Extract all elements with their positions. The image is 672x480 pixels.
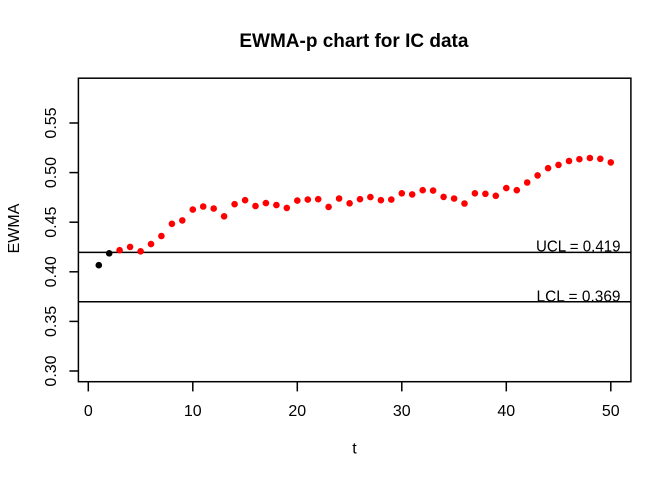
svg-text:LCL = 0.369: LCL = 0.369 <box>537 288 621 305</box>
svg-text:30: 30 <box>393 403 411 420</box>
svg-text:UCL = 0.419: UCL = 0.419 <box>536 239 621 256</box>
svg-text:0.40: 0.40 <box>43 256 60 287</box>
svg-text:0.35: 0.35 <box>43 306 60 337</box>
svg-text:10: 10 <box>184 403 202 420</box>
svg-text:t: t <box>352 440 357 457</box>
svg-text:EWMA-p chart for IC data: EWMA-p chart for IC data <box>239 31 468 52</box>
svg-text:40: 40 <box>497 403 515 420</box>
svg-text:0.30: 0.30 <box>43 355 60 386</box>
svg-text:20: 20 <box>288 403 306 420</box>
svg-text:0.45: 0.45 <box>43 207 60 238</box>
svg-text:0.50: 0.50 <box>43 157 60 188</box>
svg-text:0: 0 <box>84 403 93 420</box>
svg-text:50: 50 <box>602 403 620 420</box>
svg-text:EWMA: EWMA <box>6 203 23 253</box>
svg-text:0.55: 0.55 <box>43 107 60 138</box>
